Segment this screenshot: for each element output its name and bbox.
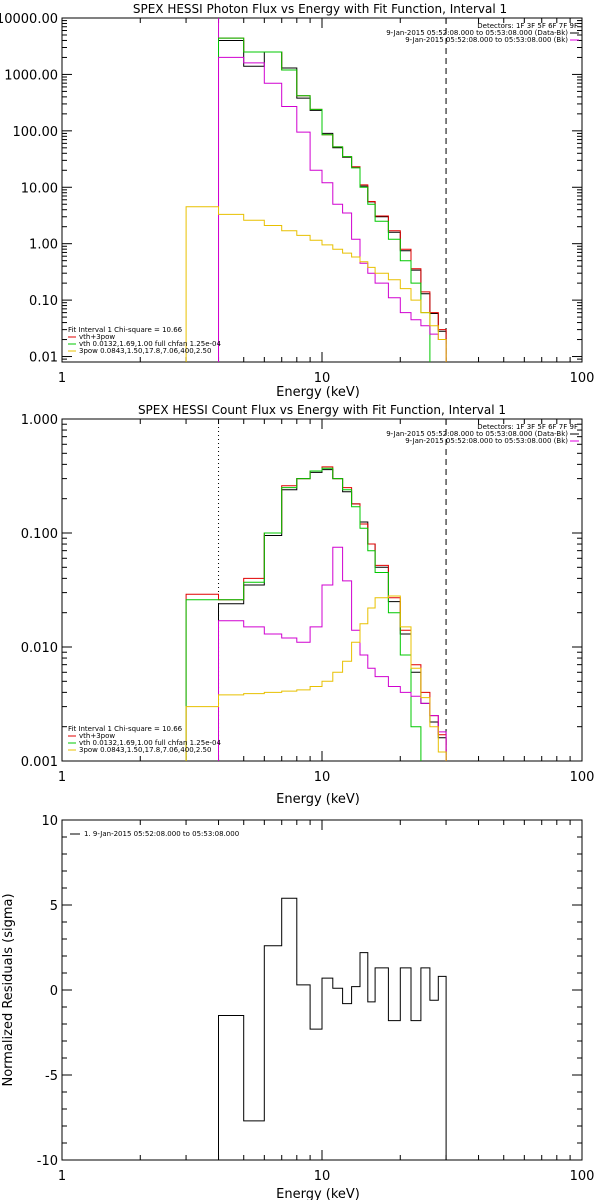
fit-legend-line: vth 0.0132,1.69,1.00 full chfan 1.25e-04 [79,739,221,747]
info-line: 9-Jan-2015 05:52:08.000 to 05:53:08.000 … [405,36,568,44]
series-line-1 [185,466,447,761]
x-tick-label: 100 [570,371,595,386]
y-tick-label: 1000.00 [4,68,58,83]
info-line: 9-Jan-2015 05:52:08.000 to 05:53:08.000 … [386,430,568,438]
panel1-title: SPEX HESSI Photon Flux vs Energy with Fi… [133,2,507,16]
fit-legend-line: Fit Interval 1 Chi-square = 10.66 [68,725,183,733]
panel2-vertical-lines [218,419,447,761]
panel-residuals: 1 10 100 10 5 0 -5 -10 Normalized Residuals (si… [1,814,594,1200]
info-line: 9-Jan-2015 05:52:08.000 to 05:53:08.000 … [405,437,568,445]
info-line: 9-Jan-2015 05:52:08.000 to 05:53:08.000 … [386,29,568,37]
panel1-info-block: Detectors: 1F 3F 5F 6F 7F 9F9-Jan-2015 0… [386,22,579,44]
y-tick-label: 0.010 [21,641,58,656]
series-line-0 [218,897,447,1160]
y-tick-label: 0.10 [29,294,58,309]
panel2-fit-legend: Fit Interval 1 Chi-square = 10.66vth+3po… [68,725,221,754]
panel2-tick-labels: 1 10 100 1.000 0.100 0.010 0.001 [21,413,595,785]
panel3-x-axis-label: Energy (keV) [276,1187,360,1200]
y-tick-label: 1.000 [21,413,58,428]
series-line-4 [185,206,447,362]
panel3-y-axis-label: Normalized Residuals (sigma) [1,893,16,1086]
fit-legend-line: 3pow 0.0843,1.50,17.8,7.06,400,2.50 [79,347,211,355]
panel-photon-flux: SPEX HESSI Photon Flux vs Energy with Fi… [0,2,594,400]
panel3-series [218,897,447,1160]
panel2-series [185,466,447,761]
x-tick-label: 10 [314,371,331,386]
y-tick-label: 10 [41,814,58,829]
y-tick-label: 0.100 [21,527,58,542]
y-tick-label: 0.001 [21,755,58,770]
y-tick-label: -5 [45,1069,58,1084]
panel-count-flux: SPEX HESSI Count Flux vs Energy with Fit… [21,403,595,807]
x-tick-label: 100 [570,770,595,785]
series-line-2 [218,37,431,362]
x-tick-label: 100 [570,1169,595,1184]
y-tick-label: 0.01 [29,351,58,366]
series-line-4 [185,595,447,761]
fit-legend-line: vth+3pow [79,732,115,740]
y-tick-label: 10000.00 [0,12,58,27]
panel3-tick-labels: 1 10 100 10 5 0 -5 -10 [37,814,595,1184]
panel1-tick-labels: 1 10 100 10000.00 1000.00 100.00 10.00 1.00 0.10… [0,12,594,386]
info-line: Detectors: 1F 3F 5F 6F 7F 9F [477,22,578,30]
series-line-3 [218,546,447,761]
panel1-fit-legend: Fit Interval 1 Chi-square = 10.66vth+3po… [68,326,221,355]
y-tick-label: 1.00 [29,238,58,253]
fit-legend-line: Fit Interval 1 Chi-square = 10.66 [68,326,183,334]
y-tick-label: 10.00 [21,181,58,196]
fit-legend-line: 3pow 0.0843,1.50,17.8,7.06,400,2.50 [79,746,211,754]
panel1-frame [61,17,583,363]
panel2-title: SPEX HESSI Count Flux vs Energy with Fit… [138,403,506,417]
series-line-3 [218,56,447,362]
x-tick-label: 1 [58,770,66,785]
x-tick-label: 10 [314,770,331,785]
panel1-vertical-lines [218,18,447,362]
series-line-2 [185,467,422,761]
panel3-legend: 1. 9-Jan-2015 05:52:08.000 to 05:53:08.0… [70,830,239,838]
fit-legend-line: vth 0.0132,1.69,1.00 full chfan 1.25e-04 [79,340,221,348]
fit-legend-line: vth+3pow [79,333,115,341]
panel1-ticks [61,17,583,362]
panel3-ticks [61,819,583,1161]
panel2-x-axis-label: Energy (keV) [276,792,360,807]
y-tick-label: -10 [37,1154,58,1169]
y-tick-label: 0 [50,984,58,999]
panel2-ticks [61,418,583,762]
residual-legend-label: 1. 9-Jan-2015 05:52:08.000 to 05:53:08.0… [84,830,239,838]
x-tick-label: 1 [58,371,66,386]
y-tick-label: 100.00 [13,125,59,140]
x-tick-label: 1 [58,1169,66,1184]
panel2-info-block: Detectors: 1F 3F 5F 6F 7F 9F9-Jan-2015 0… [386,423,579,445]
info-line: Detectors: 1F 3F 5F 6F 7F 9F [477,423,578,431]
panel1-x-axis-label: Energy (keV) [276,385,360,400]
y-tick-label: 5 [50,899,58,914]
series-line-0 [218,469,447,761]
panel1-series [185,37,447,362]
x-tick-label: 10 [314,1169,331,1184]
